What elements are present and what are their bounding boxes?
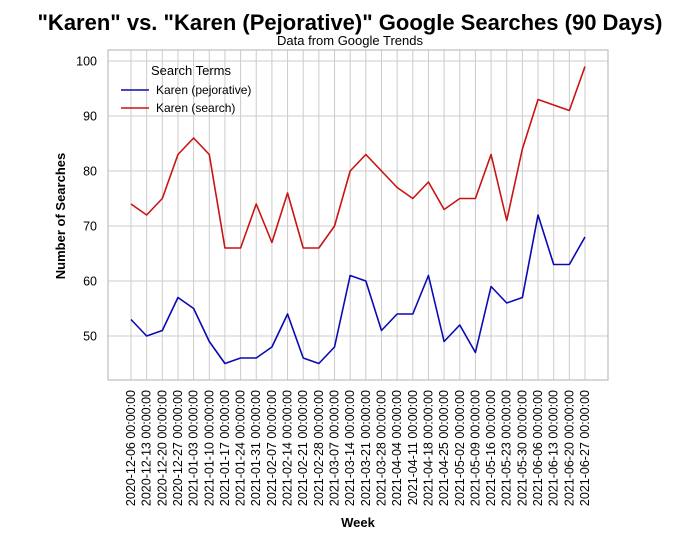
x-tick-label: 2021-05-02 00:00:00 [453, 390, 467, 506]
x-tick-label: 2020-12-06 00:00:00 [124, 390, 138, 506]
x-tick-label: 2021-03-21 00:00:00 [359, 390, 373, 506]
x-tick-label: 2020-12-13 00:00:00 [140, 390, 154, 506]
x-tick-label: 2021-05-16 00:00:00 [484, 390, 498, 506]
x-tick-label: 2021-06-06 00:00:00 [531, 390, 545, 506]
chart-title: "Karen" vs. "Karen (Pejorative)" Google … [38, 10, 663, 35]
y-axis-label: Number of Searches [53, 153, 68, 279]
x-tick-label: 2021-04-11 00:00:00 [406, 390, 420, 505]
x-tick-label: 2021-01-31 00:00:00 [249, 390, 263, 506]
gridlines [108, 50, 608, 380]
x-tick-label: 2021-01-17 00:00:00 [218, 390, 232, 506]
x-tick-label: 2021-04-25 00:00:00 [437, 390, 451, 506]
plot-area-frame [108, 50, 608, 380]
x-tick-label: 2021-02-14 00:00:00 [281, 390, 295, 506]
x-tick-label: 2021-05-09 00:00:00 [468, 390, 482, 506]
y-tick-label: 70 [83, 220, 97, 234]
x-tick-label: 2021-04-18 00:00:00 [421, 390, 435, 506]
x-axis-ticks: 2020-12-06 00:00:00 2020-12-13 00:00:00 20… [124, 390, 592, 506]
x-tick-label: 2020-12-20 00:00:00 [155, 390, 169, 506]
legend-label-search: Karen (search) [156, 101, 235, 115]
x-tick-label: 2021-06-13 00:00:00 [547, 390, 561, 506]
x-tick-label: 2021-02-28 00:00:00 [312, 390, 326, 506]
legend-label-pejorative: Karen (pejorative) [156, 83, 251, 97]
x-tick-label: 2021-01-24 00:00:00 [234, 390, 248, 506]
x-axis-label: Week [341, 515, 375, 530]
y-tick-label: 90 [83, 110, 97, 124]
y-tick-label: 50 [83, 330, 97, 344]
x-tick-label: 2020-12-27 00:00:00 [171, 390, 185, 506]
series-line-0 [131, 215, 585, 364]
x-tick-label: 2021-06-20 00:00:00 [562, 390, 576, 506]
legend-title: Search Terms [151, 63, 231, 78]
x-tick-label: 2021-04-04 00:00:00 [390, 390, 404, 506]
x-tick-label: 2021-03-14 00:00:00 [343, 390, 357, 506]
x-tick-label: 2021-02-21 00:00:00 [296, 390, 310, 506]
y-tick-label: 80 [83, 165, 97, 179]
x-tick-label: 2021-01-03 00:00:00 [187, 390, 201, 506]
y-axis-ticks: 50 60 70 80 90 100 [76, 55, 97, 344]
x-tick-label: 2021-02-07 00:00:00 [265, 390, 279, 506]
legend: Search Terms Karen (pejorative) Karen (s… [121, 63, 251, 115]
x-tick-label: 2021-03-28 00:00:00 [374, 390, 388, 506]
y-tick-label: 60 [83, 275, 97, 289]
x-tick-label: 2021-01-10 00:00:00 [202, 390, 216, 506]
x-tick-label: 2021-05-30 00:00:00 [515, 390, 529, 506]
x-tick-label: 2021-05-23 00:00:00 [500, 390, 514, 506]
x-tick-label: 2021-03-07 00:00:00 [328, 390, 342, 506]
y-tick-label: 100 [76, 55, 97, 69]
chart-subtitle: Data from Google Trends [277, 33, 423, 48]
x-tick-label: 2021-06-27 00:00:00 [578, 390, 592, 506]
